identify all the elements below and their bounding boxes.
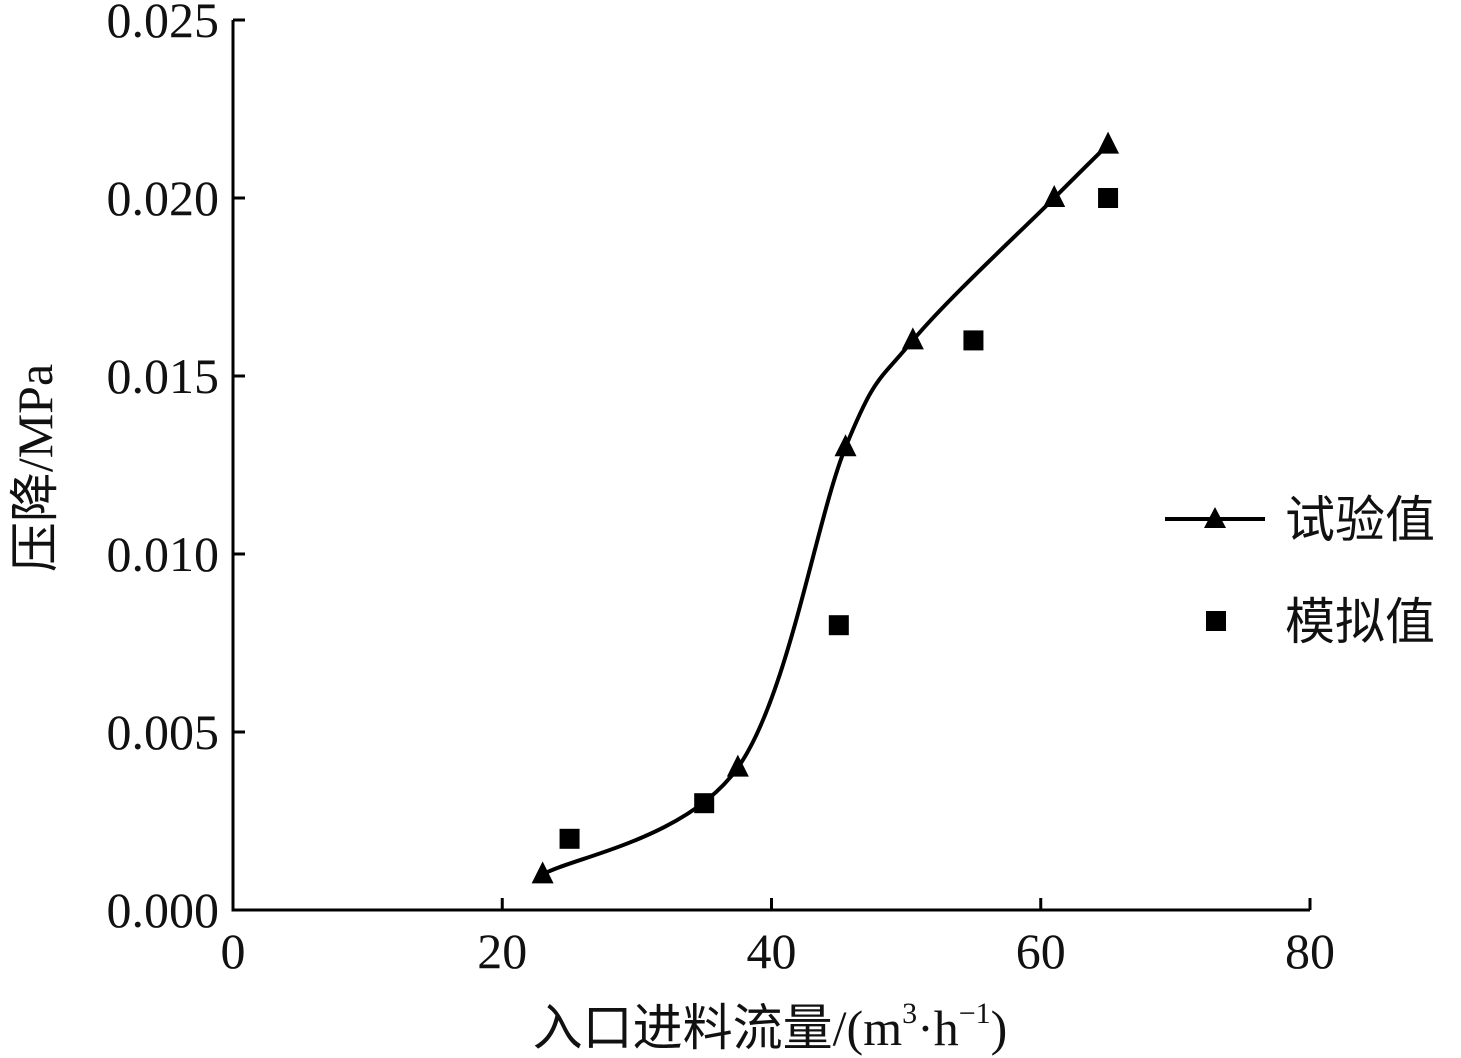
y-axis-title: 压降/MPa <box>7 364 63 572</box>
experiment-point <box>901 327 924 350</box>
legend-triangle-icon <box>1204 507 1226 528</box>
experiment-point <box>834 434 857 457</box>
simulation-point <box>694 793 715 814</box>
x-tick-label: 20 <box>477 923 527 979</box>
x-ticks: 0 20 40 60 80 <box>221 898 1335 979</box>
y-tick-label: 0.020 <box>107 170 220 226</box>
experiment-point <box>531 861 554 884</box>
x-axis-title-mid: ·h <box>917 1000 959 1056</box>
legend: 试验值 模拟值 <box>1165 492 1435 650</box>
experiment-point <box>1097 131 1120 154</box>
legend-square-icon <box>1206 611 1226 631</box>
x-tick-label: 40 <box>747 923 797 979</box>
y-tick-label: 0.000 <box>107 882 220 938</box>
legend-label-experiment: 试验值 <box>1285 492 1435 548</box>
x-axis-title-end: ) <box>991 1000 1008 1056</box>
x-axis-title-sup1: 3 <box>902 997 917 1030</box>
simulation-point <box>963 330 984 351</box>
simulation-point <box>559 828 580 849</box>
experiment-point <box>726 754 749 777</box>
legend-label-simulation: 模拟值 <box>1285 594 1435 650</box>
y-tick-label: 0.025 <box>107 0 220 48</box>
series-experiment-line <box>541 143 1110 877</box>
x-tick-label: 0 <box>221 923 246 979</box>
axes <box>231 20 1310 912</box>
series-layer <box>531 131 1120 884</box>
y-tick-label: 0.010 <box>107 526 220 582</box>
simulation-point <box>1098 188 1119 208</box>
y-tick-label: 0.015 <box>107 348 220 404</box>
x-axis-title-main: 入口进料流量/(m <box>533 1000 903 1056</box>
legend-item-simulation: 模拟值 <box>1206 594 1435 650</box>
x-tick-label: 80 <box>1285 923 1335 979</box>
legend-item-experiment: 试验值 <box>1165 492 1435 548</box>
simulation-point <box>828 615 849 636</box>
y-ticks: 0.000 0.005 0.010 0.015 0.020 0.025 <box>107 0 245 938</box>
x-axis-title: 入口进料流量/(m3·h−1) <box>533 997 1008 1056</box>
experiment-point <box>1043 185 1066 207</box>
x-axis-title-sup2: −1 <box>959 997 991 1030</box>
y-tick-label: 0.005 <box>107 704 220 760</box>
x-tick-label: 60 <box>1016 923 1066 979</box>
